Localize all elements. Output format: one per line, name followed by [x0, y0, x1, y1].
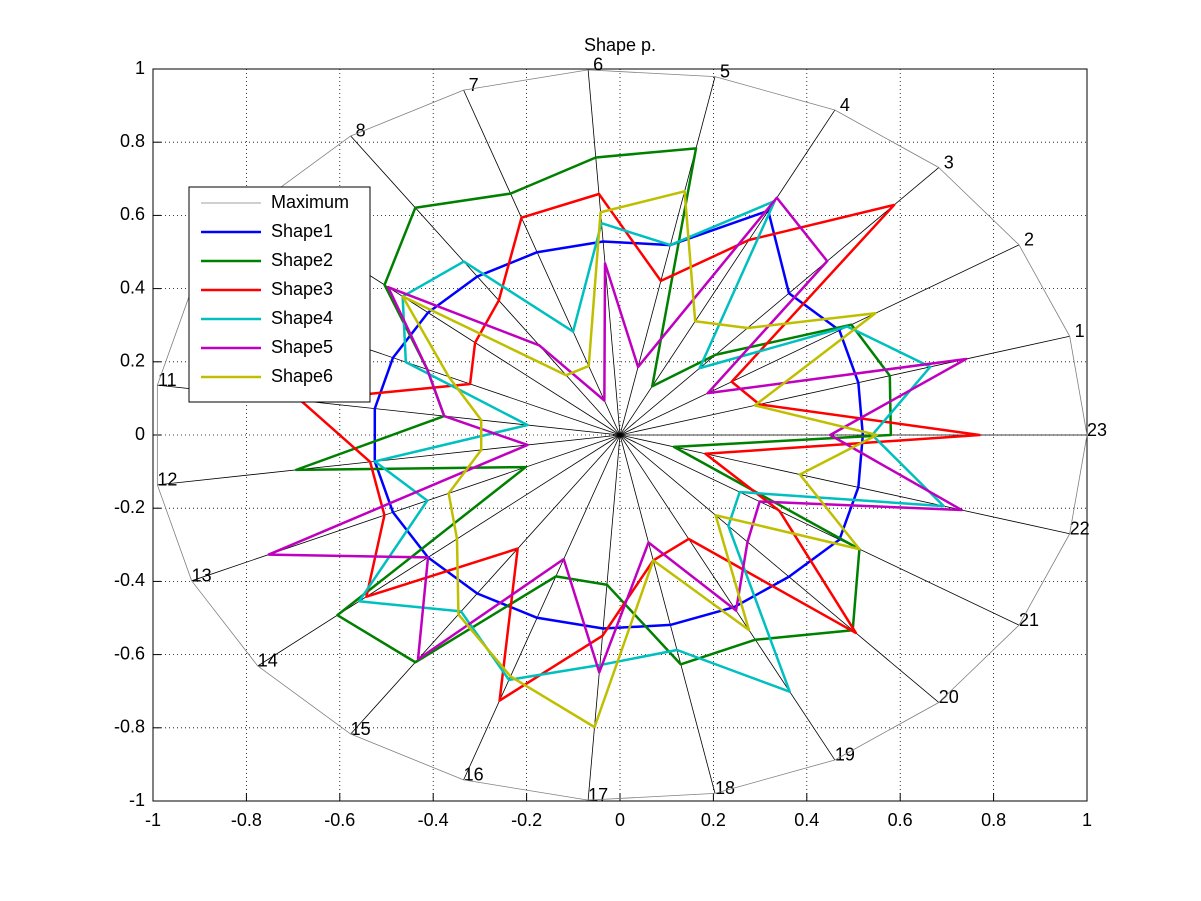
spoke — [587, 69, 621, 436]
spoke — [191, 434, 621, 582]
spoke — [350, 135, 621, 436]
x-tick-label: 0.2 — [701, 810, 726, 830]
category-label: 20 — [939, 687, 959, 707]
category-label: 12 — [157, 470, 177, 490]
category-label: 5 — [720, 61, 730, 81]
legend-label: Shape2 — [271, 250, 333, 270]
series-line — [267, 196, 968, 674]
spoke — [350, 434, 621, 735]
y-tick-label: 0.8 — [120, 131, 145, 151]
series-line — [294, 147, 893, 666]
spoke — [619, 244, 1020, 436]
spoke — [463, 89, 621, 436]
x-tick-label: -0.2 — [511, 810, 542, 830]
category-label: 16 — [464, 765, 484, 785]
x-tick-label: -0.4 — [418, 810, 449, 830]
y-tick-label: 0.2 — [120, 351, 145, 371]
x-tick-label: 1 — [1082, 810, 1092, 830]
spoke — [619, 434, 836, 761]
category-label: 1 — [1075, 321, 1085, 341]
legend-label: Shape1 — [271, 221, 333, 241]
legend-box — [188, 186, 371, 403]
spoke — [619, 434, 1070, 535]
category-label: 3 — [944, 152, 954, 172]
category-label: 13 — [192, 566, 212, 586]
y-tick-label: 1 — [135, 58, 145, 78]
spoke — [157, 434, 621, 486]
spoke — [619, 434, 1020, 626]
legend-label: Shape6 — [271, 366, 333, 386]
spoke — [619, 335, 1070, 436]
x-tick-label: -0.6 — [324, 810, 355, 830]
y-tick-label: 0 — [135, 424, 145, 444]
spoke — [619, 434, 716, 794]
series-line — [299, 192, 981, 702]
spoke — [619, 167, 940, 436]
y-tick-label: -0.4 — [114, 570, 145, 590]
spoke — [619, 76, 716, 436]
spoke — [587, 434, 621, 801]
spoke — [619, 109, 836, 436]
category-label: 11 — [158, 370, 177, 390]
category-label: 7 — [469, 75, 479, 95]
category-label: 15 — [351, 719, 371, 739]
spoke — [463, 434, 621, 781]
category-label: 2 — [1024, 230, 1034, 250]
category-label: 23 — [1087, 420, 1107, 440]
y-tick-label: 0.4 — [120, 277, 145, 297]
y-tick-label: -0.2 — [114, 497, 145, 517]
x-tick-label: -1 — [145, 810, 161, 830]
category-label: 4 — [840, 95, 850, 115]
series-line — [156, 69, 1088, 801]
x-tick-label: 0.8 — [981, 810, 1006, 830]
x-tick-label: -0.8 — [231, 810, 262, 830]
x-tick-label: 0.4 — [794, 810, 819, 830]
x-tick-label: 0.6 — [888, 810, 913, 830]
y-tick-label: -0.8 — [114, 717, 145, 737]
spoke — [619, 434, 940, 703]
category-label: 18 — [715, 778, 735, 798]
spoke — [257, 434, 621, 667]
category-label: 17 — [588, 785, 608, 805]
y-tick-label: 0.6 — [120, 204, 145, 224]
legend-label: Shape5 — [271, 337, 333, 357]
chart-title: Shape p. — [584, 35, 656, 55]
category-label: 8 — [356, 121, 366, 141]
category-label: 6 — [593, 55, 603, 75]
x-tick-label: 0 — [615, 810, 625, 830]
series-line — [401, 190, 879, 729]
legend-label: Maximum — [271, 192, 349, 212]
category-label: 14 — [258, 651, 278, 671]
y-tick-label: -1 — [129, 790, 145, 810]
y-tick-label: -0.6 — [114, 643, 145, 663]
category-label: 21 — [1019, 610, 1039, 630]
category-label: 22 — [1070, 518, 1090, 538]
legend-label: Shape3 — [271, 279, 333, 299]
legend-label: Shape4 — [271, 308, 333, 328]
